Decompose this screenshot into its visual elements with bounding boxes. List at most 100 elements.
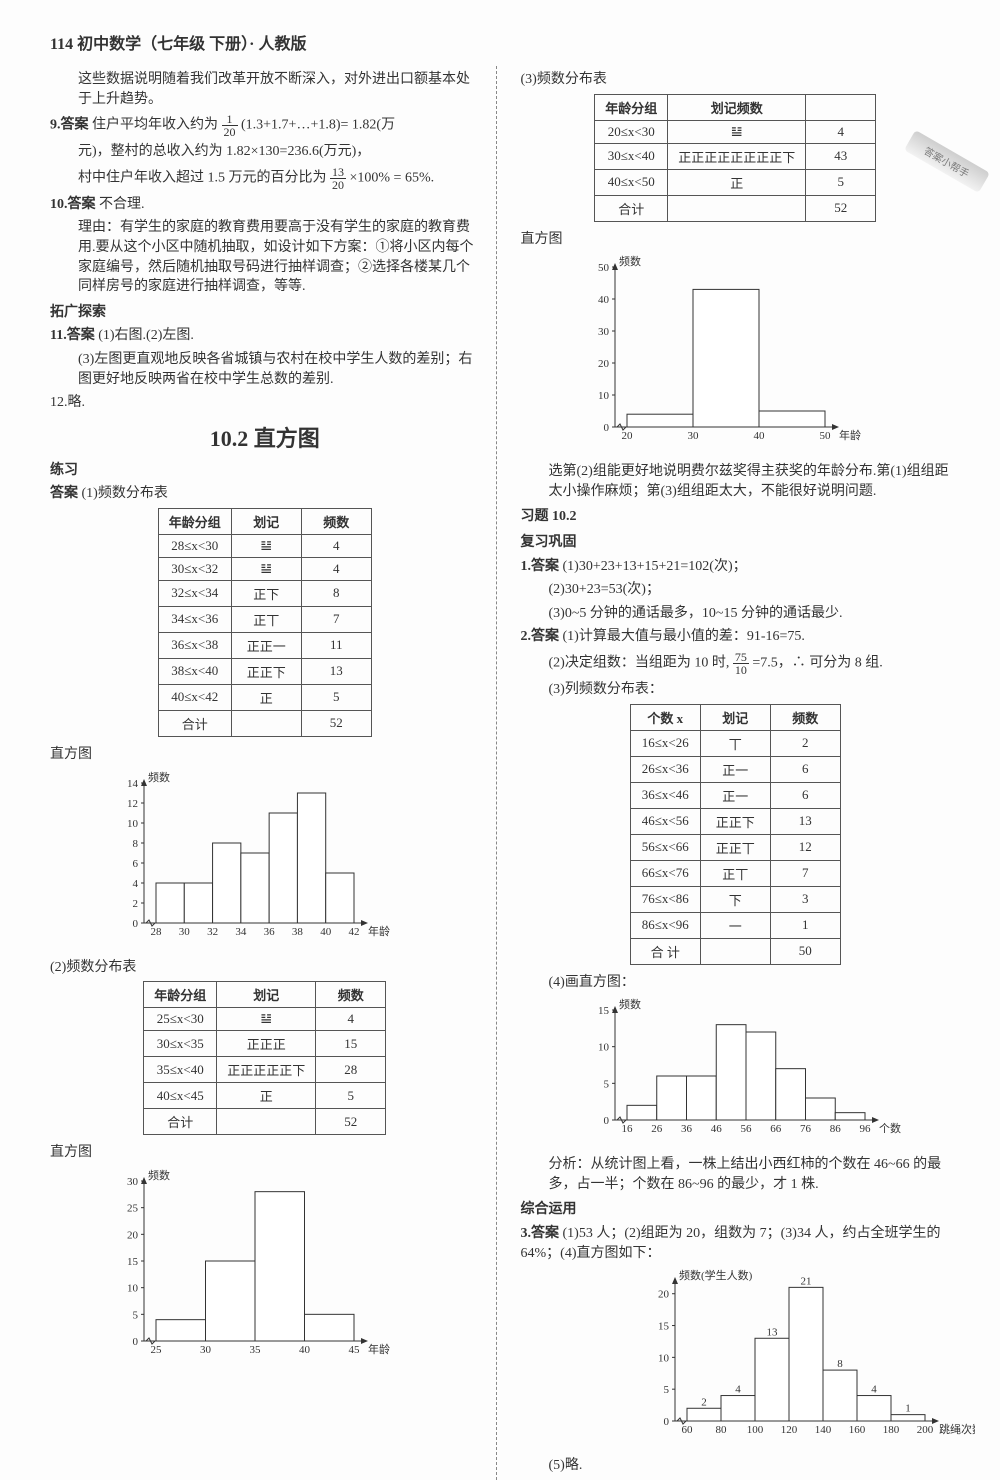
histogram-3: 0102030405020304050频数年龄 — [581, 253, 875, 449]
table-cell: 正一 — [700, 782, 770, 808]
svg-text:4: 4 — [871, 1384, 877, 1396]
table-cell: 46≤x<56 — [630, 808, 700, 834]
table-cell: 正丅 — [700, 860, 770, 886]
freq-table-2: 年龄分组划记频数25≤x<30𝌪430≤x<35正正正1535≤x<40正正正正… — [143, 981, 386, 1135]
table-header: 划记 — [231, 508, 301, 534]
table-row: 40≤x<42正5 — [158, 684, 371, 710]
svg-text:36: 36 — [681, 1123, 693, 1135]
table-cell: 正正下 — [700, 808, 770, 834]
fuxi-heading: 复习巩固 — [521, 533, 951, 553]
histogram-1: 024681012142830323436384042频数年龄 — [110, 769, 404, 945]
table-cell: 40≤x<50 — [595, 169, 668, 195]
table-cell: 35≤x<40 — [144, 1057, 217, 1083]
table-cell: 86≤x<96 — [630, 912, 700, 938]
fraction-1-20: 120 — [222, 113, 238, 138]
table-cell: 正 — [668, 169, 806, 195]
hist4-note: 分析：从统计图上看，一株上结出小西红柿的个数在 46~66 的最多，占一半；个数… — [521, 1155, 951, 1194]
table-cell: 5 — [301, 684, 371, 710]
table-cell: 30≤x<35 — [144, 1031, 217, 1057]
svg-text:35: 35 — [250, 1344, 262, 1356]
table-row: 30≤x<35正正正15 — [144, 1031, 386, 1057]
svg-text:160: 160 — [848, 1424, 865, 1436]
right-column: (3)频数分布表 年龄分组划记频数20≤x<30𝌪430≤x<40正正正正正正正… — [521, 66, 951, 1480]
svg-text:0: 0 — [133, 918, 139, 930]
q2-2: (2)决定组数：当组距为 10 时, 7510 =7.5，∴ 可分为 8 组. — [521, 651, 951, 676]
table-cell: 4 — [301, 557, 371, 580]
table-cell: 6 — [770, 756, 840, 782]
table-row: 32≤x<34正下8 — [158, 580, 371, 606]
table-cell: 12 — [770, 834, 840, 860]
svg-text:34: 34 — [235, 926, 247, 938]
svg-text:32: 32 — [207, 926, 218, 938]
svg-text:66: 66 — [770, 1123, 782, 1135]
svg-text:0: 0 — [603, 1115, 609, 1127]
table-row: 26≤x<36正一6 — [630, 756, 840, 782]
table-row: 36≤x<38正正一11 — [158, 632, 371, 658]
svg-text:年龄: 年龄 — [368, 1342, 390, 1356]
table-row: 合计52 — [144, 1109, 386, 1135]
svg-text:16: 16 — [621, 1123, 633, 1135]
svg-text:46: 46 — [710, 1123, 722, 1135]
q2-3: (3)列频数分布表： — [521, 680, 951, 700]
table-cell: 正正正正正正正正下 — [668, 143, 806, 169]
table-cell — [668, 195, 806, 221]
svg-text:10: 10 — [127, 1282, 139, 1294]
q11-label: 11.答案 — [50, 328, 95, 343]
table-row: 25≤x<30𝌪4 — [144, 1008, 386, 1031]
table-cell: 32≤x<34 — [158, 580, 231, 606]
svg-text:年龄: 年龄 — [368, 924, 390, 938]
table-cell: 7 — [301, 606, 371, 632]
t2-title: (2)频数分布表 — [50, 958, 480, 978]
svg-text:20: 20 — [127, 1229, 139, 1241]
svg-text:86: 86 — [829, 1123, 841, 1135]
svg-text:40: 40 — [598, 294, 610, 306]
table-row: 34≤x<36正丅7 — [158, 606, 371, 632]
table-row: 46≤x<56正正下13 — [630, 808, 840, 834]
table-row: 20≤x<30𝌪4 — [595, 120, 876, 143]
svg-text:45: 45 — [349, 1344, 361, 1356]
table-cell: 56≤x<66 — [630, 834, 700, 860]
svg-text:5: 5 — [603, 1078, 609, 1090]
svg-text:频数: 频数 — [148, 1168, 170, 1182]
svg-text:8: 8 — [133, 838, 139, 850]
svg-text:60: 60 — [681, 1424, 693, 1436]
answer-row: 答案 (1)频数分布表 — [50, 484, 480, 504]
table-cell: 4 — [316, 1008, 386, 1031]
svg-text:15: 15 — [658, 1321, 670, 1333]
q3-5: (5)略. — [521, 1456, 951, 1476]
svg-text:20: 20 — [658, 1289, 670, 1301]
hist3-label: 直方图 — [521, 230, 951, 250]
fraction-75-10: 7510 — [733, 651, 749, 676]
svg-text:8: 8 — [837, 1358, 843, 1370]
q1-label: 1.答案 — [521, 559, 560, 574]
table-cell: 3 — [770, 886, 840, 912]
table-row: 28≤x<30𝌪4 — [158, 534, 371, 557]
svg-text:13: 13 — [766, 1326, 778, 1338]
table-cell: 7 — [770, 860, 840, 886]
svg-text:30: 30 — [127, 1176, 139, 1188]
svg-text:6: 6 — [133, 858, 139, 870]
t3-note: 选第(2)组能更好地说明费尔兹奖得主获奖的年龄分布.第(1)组组距太小操作麻烦；… — [521, 462, 951, 501]
table-row: 合计52 — [158, 710, 371, 736]
table-header: 频数 — [316, 982, 386, 1008]
table-cell: 28≤x<30 — [158, 534, 231, 557]
q9: 9.答案 住户平均年收入约为 120 (1.3+1.7+…+1.8)= 1.82… — [50, 113, 480, 138]
svg-text:96: 96 — [859, 1123, 871, 1135]
histogram-4: 051015162636465666768696频数个数 — [581, 996, 915, 1142]
page-header: 114 初中数学（七年级 下册）· 人教版 — [50, 30, 950, 54]
table-header: 年龄分组 — [158, 508, 231, 534]
q9-label: 9.答案 — [50, 118, 89, 133]
table-cell: 𝌪 — [217, 1008, 316, 1031]
table-cell: 5 — [806, 169, 876, 195]
svg-text:0: 0 — [663, 1416, 669, 1428]
table-header — [806, 94, 876, 120]
svg-text:180: 180 — [882, 1424, 899, 1436]
svg-text:个数: 个数 — [879, 1122, 901, 1135]
table-cell: 36≤x<38 — [158, 632, 231, 658]
table-cell: 11 — [301, 632, 371, 658]
svg-text:26: 26 — [651, 1123, 663, 1135]
svg-text:10: 10 — [127, 818, 139, 830]
table-cell: 正 — [217, 1083, 316, 1109]
table-cell: 50 — [770, 938, 840, 964]
svg-text:76: 76 — [800, 1123, 812, 1135]
